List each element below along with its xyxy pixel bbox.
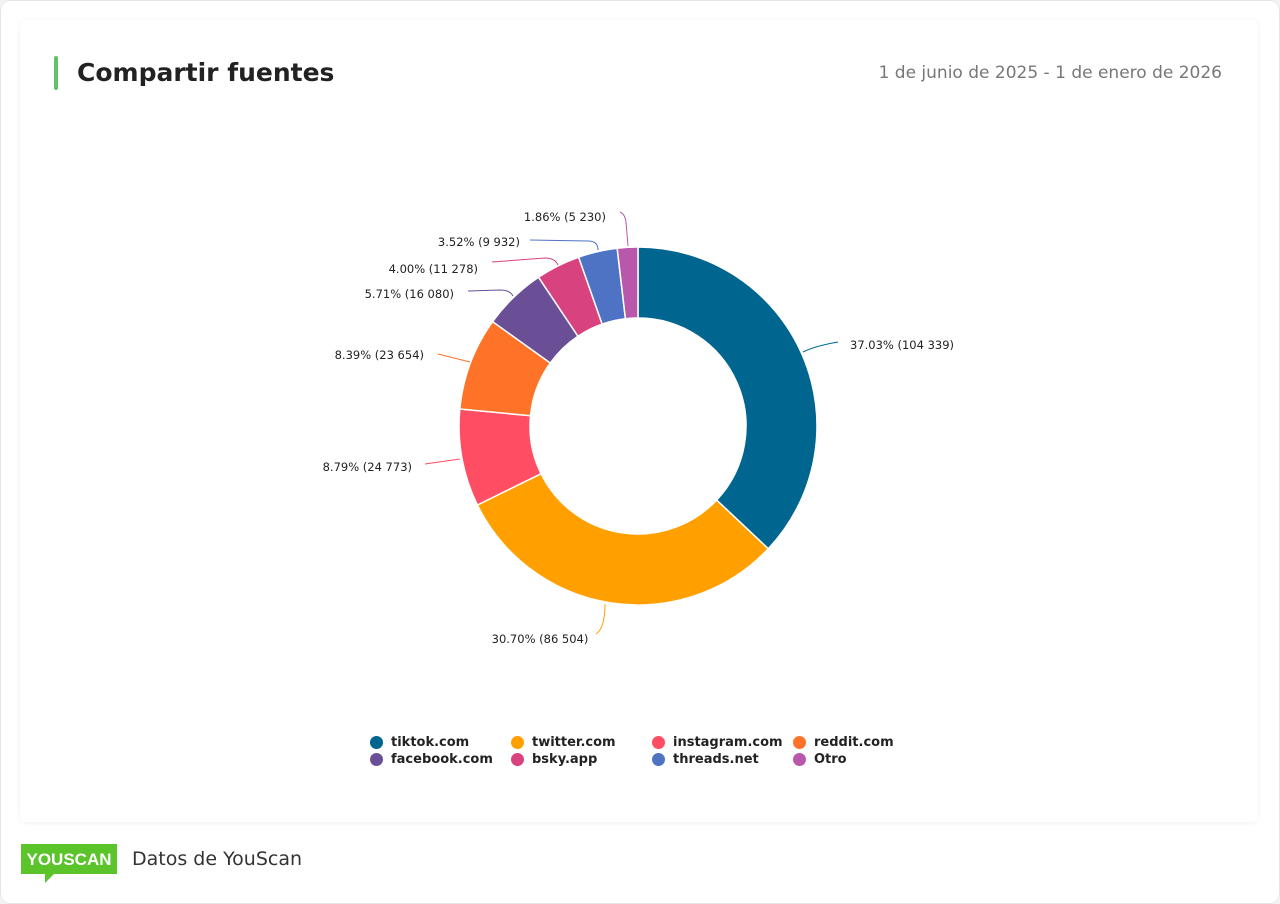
- leader-line-twitter: [595, 603, 606, 635]
- youscan-logo: YOUSCAN: [21, 844, 117, 888]
- chart-legend: tiktok.com twitter.com instagram.com reddit…: [370, 735, 934, 767]
- legend-label: facebook.com: [391, 752, 493, 767]
- legend-marker-icon: [370, 753, 383, 766]
- legend-label: instagram.com: [673, 735, 783, 750]
- leader-line-facebook: [467, 289, 514, 297]
- legend-marker-icon: [793, 736, 806, 749]
- slice-tiktok[interactable]: [637, 246, 818, 550]
- data-label-tiktok: 37.03% (104 339): [850, 338, 954, 352]
- leader-line-instagram: [424, 458, 461, 465]
- data-label-reddit: 8.39% (23 654): [335, 348, 424, 362]
- chart-card: [20, 20, 1258, 822]
- legend-label: tiktok.com: [391, 735, 470, 750]
- legend-marker-icon: [652, 753, 665, 766]
- leader-line-reddit: [437, 353, 471, 363]
- legend-marker-icon: [511, 753, 524, 766]
- legend-item-bsky[interactable]: bsky.app: [511, 752, 652, 767]
- leader-line-threads: [529, 239, 599, 251]
- date-range: 1 de junio de 2025 - 1 de enero de 2026: [878, 63, 1222, 83]
- legend-item-instagram[interactable]: instagram.com: [652, 735, 793, 750]
- data-source-label: Datos de YouScan: [132, 848, 303, 870]
- leader-line-otro: [619, 211, 629, 247]
- legend-label: reddit.com: [814, 735, 894, 750]
- legend-item-otro[interactable]: Otro: [793, 752, 934, 767]
- legend-marker-icon: [511, 736, 524, 749]
- leader-line-tiktok: [802, 341, 839, 353]
- legend-label: threads.net: [673, 752, 759, 767]
- page-title: Compartir fuentes: [77, 58, 335, 87]
- legend-marker-icon: [370, 736, 383, 749]
- legend-label: twitter.com: [532, 735, 616, 750]
- data-label-facebook: 5.71% (16 080): [365, 287, 454, 301]
- legend-item-threads[interactable]: threads.net: [652, 752, 793, 767]
- data-label-twitter: 30.70% (86 504): [492, 632, 589, 646]
- data-label-threads: 3.52% (9 932): [438, 235, 520, 249]
- slice-otro[interactable]: [616, 246, 639, 320]
- svg-text:YOUSCAN: YOUSCAN: [26, 850, 111, 869]
- legend-item-facebook[interactable]: facebook.com: [370, 752, 511, 767]
- leader-line-bsky: [491, 257, 559, 266]
- legend-marker-icon: [793, 753, 806, 766]
- data-label-instagram: 8.79% (24 773): [323, 460, 412, 474]
- legend-item-twitter[interactable]: twitter.com: [511, 735, 652, 750]
- legend-label: bsky.app: [532, 752, 598, 767]
- data-label-bsky: 4.00% (11 278): [389, 262, 478, 276]
- legend-item-reddit[interactable]: reddit.com: [793, 735, 934, 750]
- slice-twitter[interactable]: [476, 472, 770, 606]
- legend-marker-icon: [652, 736, 665, 749]
- title-accent-bar: [54, 56, 58, 90]
- data-label-otro: 1.86% (5 230): [524, 210, 606, 224]
- legend-label: Otro: [814, 752, 847, 767]
- legend-item-tiktok[interactable]: tiktok.com: [370, 735, 511, 750]
